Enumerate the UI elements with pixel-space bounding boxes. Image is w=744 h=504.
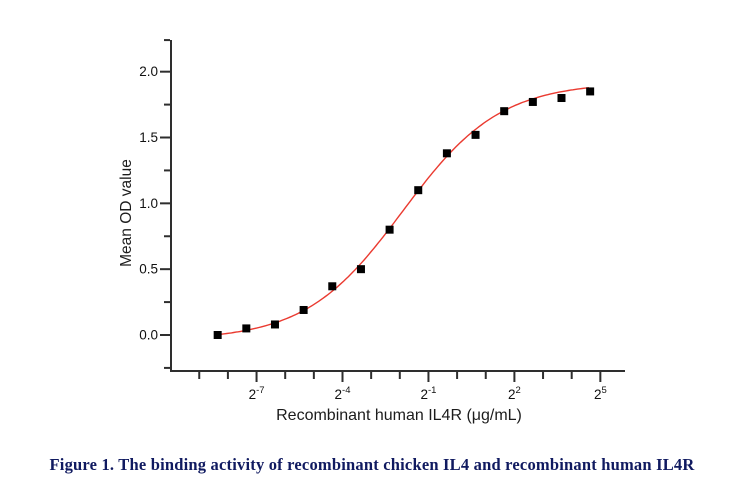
data-point-marker xyxy=(528,97,537,106)
data-point-marker xyxy=(213,331,222,339)
y-tick-label: 0.5 xyxy=(139,262,158,277)
data-point-marker xyxy=(586,87,595,96)
data-point-marker xyxy=(242,324,251,333)
x-tick-label: 25 xyxy=(594,385,607,402)
y-tick-label: 1.0 xyxy=(139,196,158,211)
x-tick-label: 22 xyxy=(508,385,521,402)
data-point-marker xyxy=(356,265,365,274)
figure-caption: Figure 1. The binding activity of recomb… xyxy=(49,455,695,474)
y-tick-label: 2.0 xyxy=(139,64,158,79)
data-point-marker xyxy=(557,94,566,103)
data-point-marker xyxy=(299,305,308,314)
data-point-marker xyxy=(385,225,394,234)
data-point-marker xyxy=(442,149,451,158)
fit-curve-line xyxy=(217,87,590,336)
y-tick-label: 0.0 xyxy=(139,328,158,343)
data-point-marker xyxy=(471,130,480,139)
y-tick-label: 1.5 xyxy=(139,130,158,145)
data-point-marker xyxy=(328,282,337,291)
x-tick-label: 2-1 xyxy=(420,385,436,402)
x-tick-label: 2-4 xyxy=(335,385,351,402)
x-axis-title: Recombinant human IL4R (μg/mL) xyxy=(276,407,522,424)
data-point-marker xyxy=(500,107,509,116)
x-tick-label: 2-7 xyxy=(249,385,265,402)
y-axis-title: Mean OD value xyxy=(118,159,135,267)
data-point-marker xyxy=(270,320,279,329)
data-point-marker xyxy=(414,186,423,195)
